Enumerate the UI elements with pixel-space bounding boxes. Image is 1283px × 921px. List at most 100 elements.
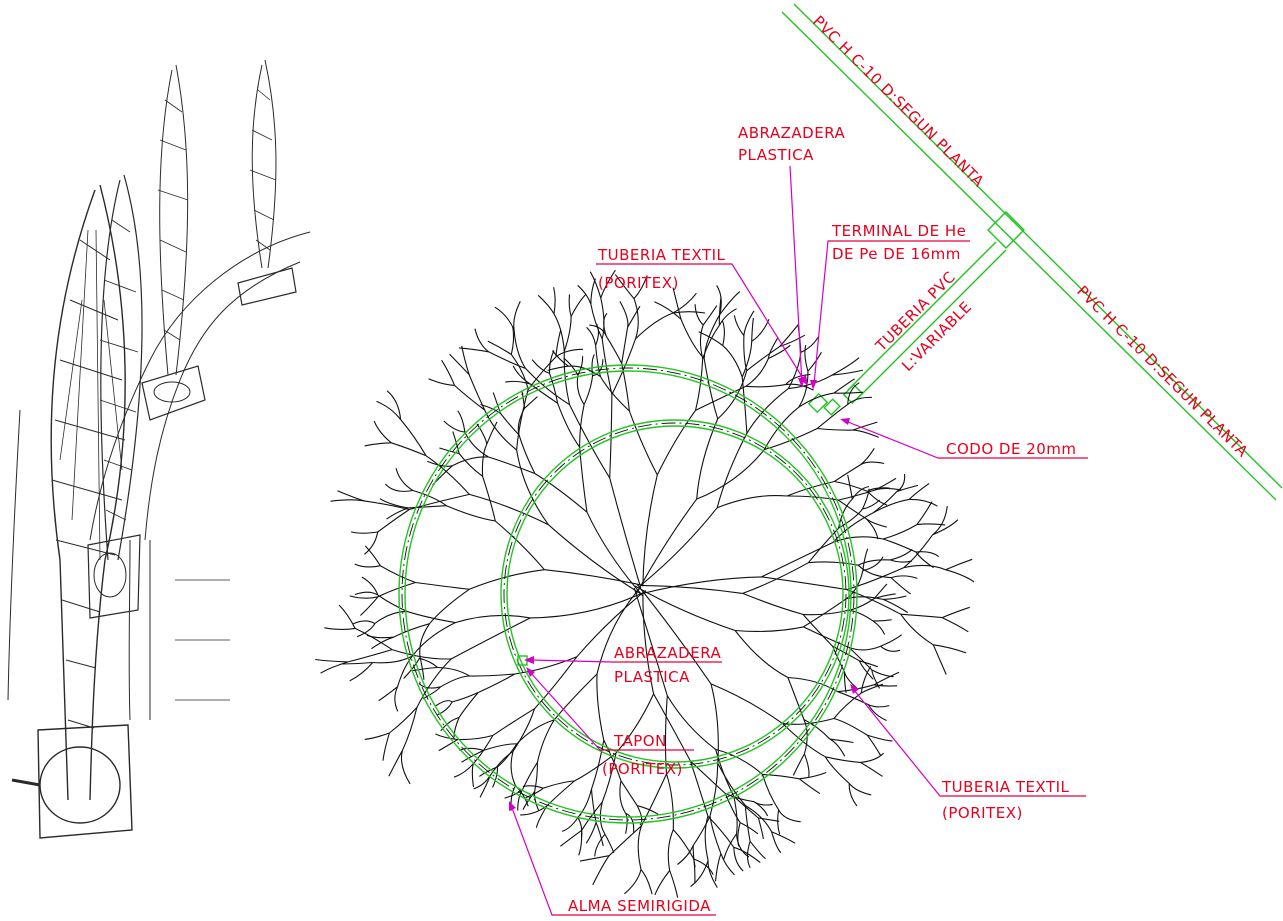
root-branch bbox=[768, 344, 791, 359]
root-branch bbox=[590, 278, 596, 305]
root-branch bbox=[837, 498, 853, 529]
root-branch bbox=[522, 762, 538, 790]
root-branch bbox=[908, 482, 930, 500]
root-branch bbox=[703, 358, 719, 420]
root-branch bbox=[762, 773, 800, 780]
root-branch bbox=[833, 391, 864, 394]
root-branch bbox=[548, 373, 559, 404]
root-branch bbox=[753, 801, 769, 817]
root-branch bbox=[838, 508, 863, 529]
root-branch bbox=[757, 817, 764, 840]
root-branch bbox=[397, 655, 413, 687]
root-branch bbox=[510, 751, 516, 786]
root-branch bbox=[932, 644, 947, 675]
tuberia-textil-top-label-1: TUBERIA TEXTIL bbox=[597, 246, 726, 264]
root-branch bbox=[847, 396, 872, 405]
root-branch bbox=[464, 431, 489, 458]
root-branch bbox=[860, 461, 885, 466]
root-branch bbox=[640, 584, 743, 594]
root-branch bbox=[867, 487, 890, 492]
root-branch bbox=[488, 351, 526, 369]
root-branch bbox=[846, 589, 901, 615]
root-branch bbox=[628, 410, 658, 476]
root-branch bbox=[837, 499, 867, 519]
root-branch bbox=[560, 829, 582, 847]
tree-root-system bbox=[315, 269, 975, 898]
root-branch bbox=[860, 752, 884, 763]
root-branch bbox=[843, 671, 847, 694]
root-branch bbox=[829, 738, 846, 757]
root-branch bbox=[778, 809, 801, 823]
root-branch bbox=[412, 666, 438, 672]
root-branch bbox=[435, 733, 458, 741]
leader-lines bbox=[509, 165, 1088, 916]
root-branch bbox=[499, 412, 520, 436]
abrazadera-mid-label-1: ABRAZADERA bbox=[614, 644, 722, 662]
root-branch bbox=[592, 359, 604, 377]
root-branch bbox=[513, 329, 526, 369]
root-branch bbox=[546, 780, 575, 807]
root-branch bbox=[798, 778, 821, 795]
root-branch bbox=[807, 351, 822, 372]
root-branch bbox=[916, 523, 946, 526]
root-branch bbox=[741, 341, 753, 378]
root-branch bbox=[374, 610, 407, 624]
root-branch bbox=[518, 434, 536, 474]
root-branch bbox=[880, 645, 901, 652]
root-branch bbox=[619, 780, 627, 814]
root-branch bbox=[751, 317, 754, 342]
main-pvc-pipe bbox=[781, 3, 1283, 501]
root-branch bbox=[800, 335, 820, 353]
root-branch bbox=[455, 614, 531, 624]
root-branch bbox=[761, 541, 834, 578]
root-branch bbox=[452, 691, 479, 703]
root-branch bbox=[799, 771, 827, 780]
root-branch bbox=[710, 683, 783, 724]
root-branch bbox=[585, 822, 597, 844]
root-branch bbox=[804, 344, 809, 372]
root-branch bbox=[945, 558, 973, 571]
root-branch bbox=[653, 693, 691, 762]
root-branch bbox=[865, 518, 879, 540]
root-branch bbox=[723, 833, 737, 860]
root-branch bbox=[619, 301, 629, 328]
root-branch bbox=[544, 569, 645, 587]
root-branch bbox=[354, 591, 379, 596]
root-branch bbox=[377, 509, 410, 533]
root-branch bbox=[665, 773, 674, 830]
root-branch bbox=[745, 384, 786, 388]
root-branch bbox=[530, 591, 646, 619]
root-branch bbox=[693, 858, 696, 884]
root-branch bbox=[555, 329, 562, 357]
root-branch bbox=[735, 626, 804, 632]
root-branch bbox=[642, 576, 762, 595]
root-branch bbox=[595, 323, 599, 346]
root-branch bbox=[547, 365, 569, 371]
root-branch bbox=[599, 376, 630, 412]
root-branch bbox=[354, 627, 393, 651]
root-branch bbox=[453, 717, 460, 738]
root-branch bbox=[717, 763, 746, 806]
root-branch bbox=[446, 505, 496, 522]
root-branch bbox=[633, 587, 668, 696]
root-branch bbox=[614, 274, 635, 299]
root-branch bbox=[634, 585, 736, 632]
root-branch bbox=[833, 464, 861, 482]
root-branch bbox=[395, 468, 414, 491]
root-branch bbox=[903, 534, 934, 569]
root-branch bbox=[516, 389, 529, 450]
root-branch bbox=[722, 345, 743, 378]
root-branch bbox=[497, 743, 518, 768]
root-branch bbox=[764, 428, 818, 451]
root-branch bbox=[848, 645, 881, 651]
root-branch bbox=[605, 335, 623, 364]
root-branch bbox=[563, 316, 572, 352]
root-branch bbox=[479, 775, 491, 798]
root-branch bbox=[625, 812, 635, 833]
root-branch bbox=[568, 294, 572, 317]
root-branch bbox=[364, 732, 390, 740]
root-branch bbox=[488, 456, 535, 475]
root-branch bbox=[586, 511, 644, 597]
root-branch bbox=[720, 853, 735, 876]
root-branch bbox=[724, 793, 741, 823]
